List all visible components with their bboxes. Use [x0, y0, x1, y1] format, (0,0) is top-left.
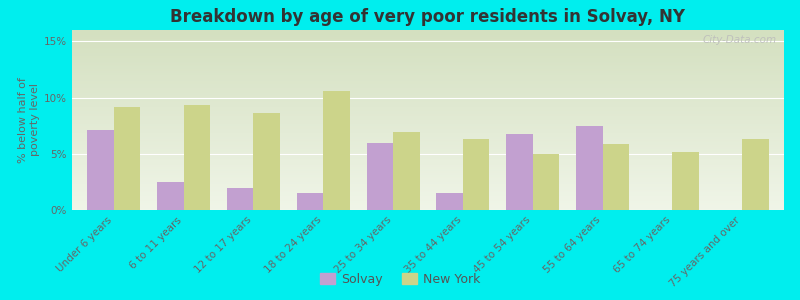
- Bar: [366, 142, 393, 210]
- Bar: [297, 193, 323, 210]
- Text: City-Data.com: City-Data.com: [702, 35, 777, 45]
- Bar: [184, 105, 210, 210]
- Bar: [463, 139, 490, 210]
- Y-axis label: % below half of
poverty level: % below half of poverty level: [18, 77, 40, 163]
- Bar: [672, 152, 699, 210]
- Bar: [227, 188, 254, 210]
- Bar: [506, 134, 533, 210]
- Legend: Solvay, New York: Solvay, New York: [315, 268, 485, 291]
- Bar: [742, 139, 769, 210]
- Bar: [576, 126, 602, 210]
- Title: Breakdown by age of very poor residents in Solvay, NY: Breakdown by age of very poor residents …: [170, 8, 686, 26]
- Bar: [393, 132, 420, 210]
- Bar: [157, 182, 184, 210]
- Bar: [602, 144, 629, 210]
- Bar: [87, 130, 114, 210]
- Bar: [436, 193, 463, 210]
- Bar: [114, 106, 141, 210]
- Bar: [323, 91, 350, 210]
- Bar: [533, 154, 559, 210]
- Bar: [254, 113, 280, 210]
